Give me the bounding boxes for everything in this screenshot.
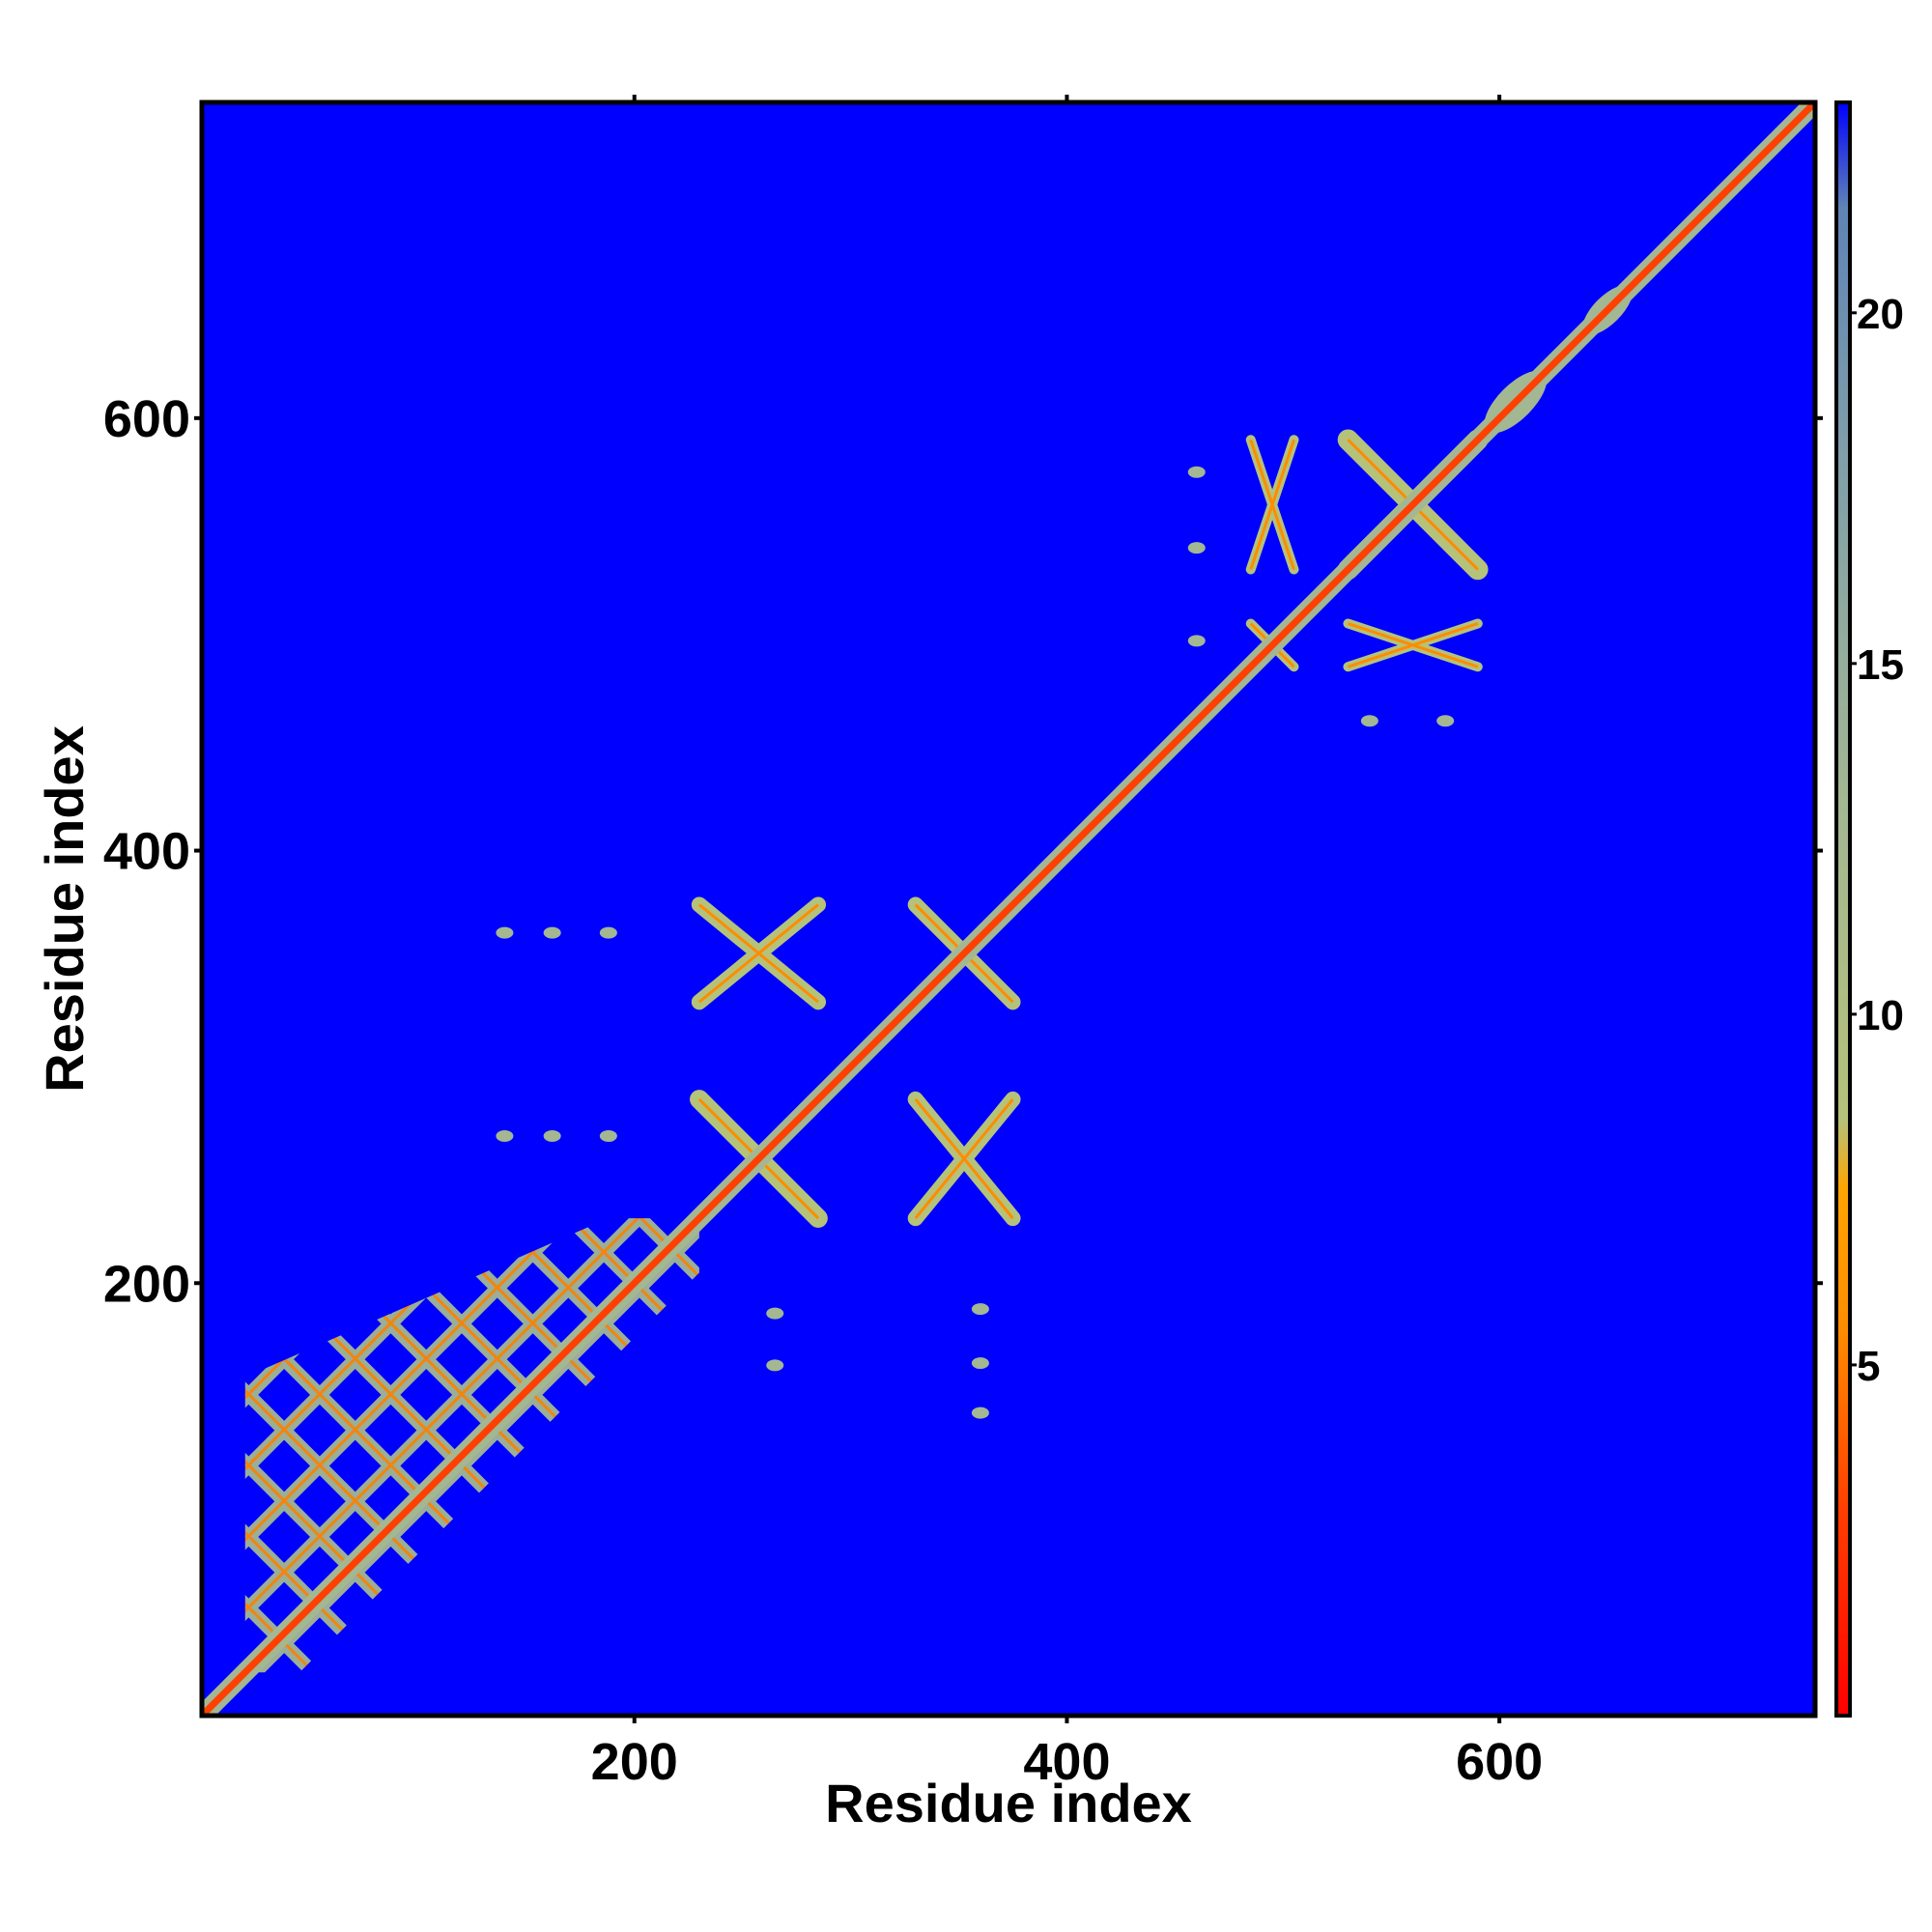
isolated-contact-15 <box>1436 715 1455 727</box>
x-tick-label-1: 400 <box>1023 1733 1110 1791</box>
colorbar-ticks: 20 15 10 5 <box>1850 291 1904 1390</box>
colorbar-tick-label-1: 15 <box>1857 641 1904 689</box>
colorbar-tick-label-2: 10 <box>1857 992 1904 1039</box>
isolated-contact-5 <box>599 1130 617 1143</box>
isolated-contact-4 <box>543 1130 561 1143</box>
isolated-contact-2 <box>599 926 617 939</box>
isolated-contact-6 <box>766 1307 784 1320</box>
colorbar <box>1834 100 1852 1718</box>
isolated-contact-11 <box>1187 466 1206 478</box>
diagonal-line <box>202 102 1815 1716</box>
isolated-contact-8 <box>971 1303 989 1316</box>
plot-frame <box>199 99 1818 1719</box>
isolated-contact-13 <box>1187 635 1206 647</box>
contact-block-8 <box>1343 618 1483 672</box>
y-axis-title: Residue index <box>34 725 95 1093</box>
isolated-contact-10 <box>971 1406 989 1419</box>
isolated-contact-9 <box>971 1357 989 1370</box>
contact-block-4 <box>907 1091 1021 1227</box>
y-axis-ticks: 600 400 200 <box>103 390 1823 1313</box>
colorbar-tick-label-0: 20 <box>1857 291 1904 338</box>
heatmap-cells <box>202 102 1815 1716</box>
x-axis-ticks: 200 400 600 <box>591 95 1543 1791</box>
x-tick-label-0: 200 <box>591 1733 678 1791</box>
x-tick-label-2: 600 <box>1456 1733 1543 1791</box>
isolated-contact-3 <box>496 1130 514 1143</box>
colorbar-tick-label-3: 5 <box>1857 1343 1880 1390</box>
isolated-contact-14 <box>1360 715 1378 727</box>
y-tick-label-2: 200 <box>103 1255 190 1313</box>
contact-block-7 <box>1245 435 1299 575</box>
isolated-contact-1 <box>543 926 561 939</box>
y-tick-label-0: 600 <box>103 390 190 448</box>
x-axis-title: Residue index <box>825 1773 1192 1833</box>
isolated-contact-0 <box>496 926 514 939</box>
contact-block-3 <box>691 896 827 1010</box>
isolated-contact-7 <box>766 1359 784 1372</box>
isolated-contact-12 <box>1187 542 1206 554</box>
y-tick-label-1: 400 <box>103 823 190 881</box>
